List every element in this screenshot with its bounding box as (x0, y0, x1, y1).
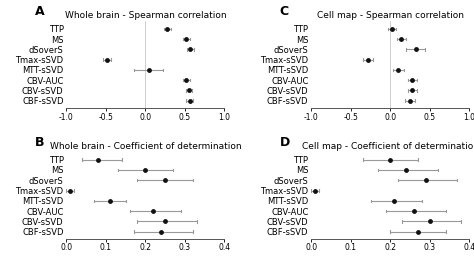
Text: A: A (35, 4, 45, 18)
Text: C: C (280, 4, 289, 18)
Text: D: D (280, 135, 290, 149)
Title: Whole brain - Spearman correlation: Whole brain - Spearman correlation (64, 11, 226, 20)
Title: Cell map - Coefficient of determination: Cell map - Coefficient of determination (302, 142, 474, 151)
Title: Whole brain - Coefficient of determination: Whole brain - Coefficient of determinati… (50, 142, 241, 151)
Text: B: B (35, 135, 44, 149)
Title: Cell map - Spearman correlation: Cell map - Spearman correlation (317, 11, 464, 20)
